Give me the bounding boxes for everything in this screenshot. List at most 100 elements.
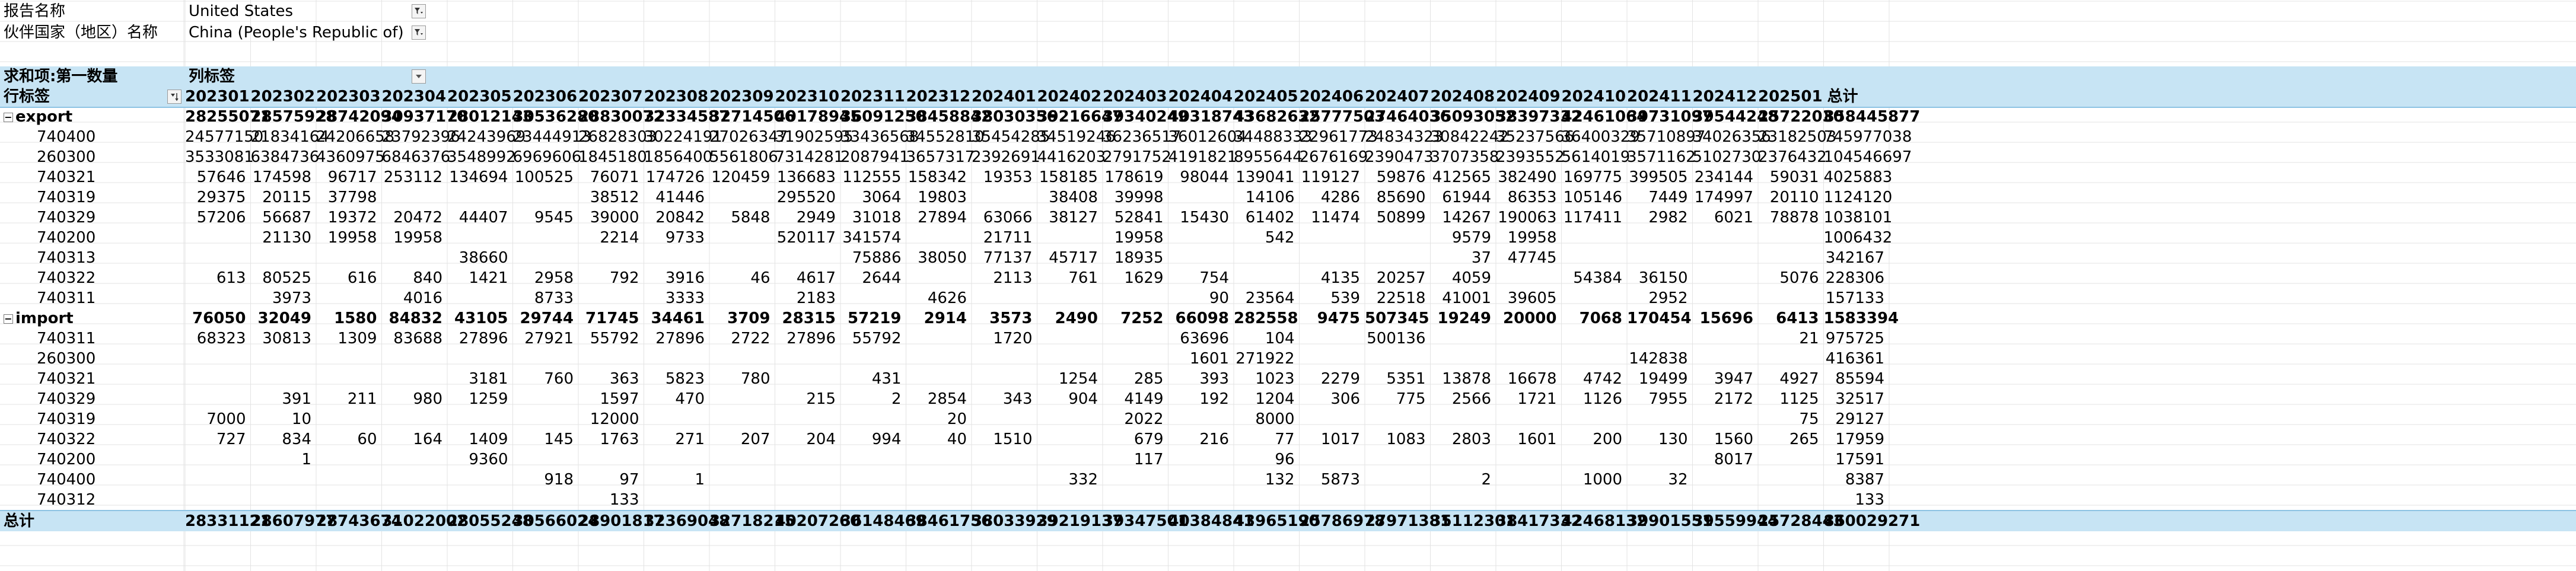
value-cell[interactable]: 38461756 bbox=[906, 512, 992, 530]
value-cell[interactable] bbox=[513, 490, 579, 510]
value-cell[interactable]: 3973 bbox=[272, 289, 311, 307]
value-cell[interactable] bbox=[382, 449, 448, 470]
value-cell[interactable]: 6969606 bbox=[512, 148, 582, 166]
value-cell[interactable]: 96 bbox=[1275, 451, 1295, 468]
value-cell[interactable]: 60 bbox=[357, 430, 377, 448]
value-cell[interactable]: 834 bbox=[282, 430, 311, 448]
value-cell[interactable] bbox=[1693, 328, 1759, 349]
value-cell[interactable] bbox=[1496, 268, 1562, 288]
value-cell[interactable]: 332 bbox=[1068, 471, 1098, 489]
value-cell[interactable]: 3707358 bbox=[1430, 148, 1499, 166]
value-cell[interactable] bbox=[644, 449, 710, 470]
value-cell[interactable]: 3333 bbox=[665, 289, 705, 307]
value-cell[interactable]: 47745 bbox=[1507, 249, 1557, 267]
row-label-cell[interactable]: 740322 bbox=[0, 268, 184, 288]
value-cell[interactable]: 27464036 bbox=[1365, 108, 1451, 126]
value-cell[interactable] bbox=[1234, 248, 1300, 268]
value-cell[interactable]: 4360975 bbox=[316, 148, 385, 166]
value-cell[interactable]: 1721 bbox=[1517, 390, 1557, 408]
value-cell[interactable]: 19958 bbox=[393, 229, 442, 247]
value-cell[interactable] bbox=[972, 369, 1037, 389]
value-cell[interactable]: 4016 bbox=[403, 289, 442, 307]
value-cell[interactable]: 1560 bbox=[1714, 430, 1753, 448]
value-cell[interactable]: 8955644 bbox=[1234, 148, 1303, 166]
value-cell[interactable] bbox=[1365, 490, 1431, 510]
value-cell[interactable]: 20110 bbox=[1769, 189, 1819, 206]
value-cell[interactable]: 40207260 bbox=[775, 512, 861, 530]
value-cell[interactable] bbox=[1431, 328, 1496, 349]
value-cell[interactable] bbox=[1627, 409, 1693, 429]
row-label-cell[interactable]: 740312 bbox=[0, 490, 184, 510]
value-cell[interactable] bbox=[1168, 470, 1234, 490]
value-cell[interactable] bbox=[1234, 490, 1300, 510]
value-cell[interactable]: 38408 bbox=[1049, 189, 1098, 206]
value-cell[interactable]: 40 bbox=[947, 430, 967, 448]
value-cell[interactable]: 119127 bbox=[1301, 168, 1360, 186]
value-cell[interactable] bbox=[1300, 328, 1365, 349]
value-cell[interactable]: 55792 bbox=[852, 330, 902, 347]
value-cell[interactable] bbox=[185, 389, 251, 409]
value-cell[interactable] bbox=[1758, 228, 1824, 248]
value-cell[interactable] bbox=[1037, 429, 1103, 449]
value-cell[interactable]: 2722 bbox=[731, 330, 770, 347]
value-cell[interactable]: 32 bbox=[1668, 471, 1688, 489]
value-cell[interactable] bbox=[316, 349, 382, 369]
row-total-cell[interactable]: 745977038 bbox=[1823, 128, 1912, 146]
value-cell[interactable]: 3571162 bbox=[1627, 148, 1696, 166]
value-cell[interactable]: 130 bbox=[1658, 430, 1688, 448]
value-cell[interactable] bbox=[644, 248, 710, 268]
value-cell[interactable] bbox=[1300, 490, 1365, 510]
value-cell[interactable]: 158185 bbox=[1039, 168, 1098, 186]
value-cell[interactable] bbox=[709, 248, 775, 268]
value-cell[interactable] bbox=[251, 369, 317, 389]
value-cell[interactable] bbox=[447, 490, 513, 510]
value-cell[interactable]: 39216647 bbox=[1037, 108, 1123, 126]
value-cell[interactable]: 83688 bbox=[393, 330, 442, 347]
value-cell[interactable]: 4416203 bbox=[1037, 148, 1106, 166]
value-cell[interactable]: 27896 bbox=[787, 330, 836, 347]
value-cell[interactable]: 7068 bbox=[1579, 310, 1622, 327]
value-cell[interactable] bbox=[644, 349, 710, 369]
value-cell[interactable]: 9360 bbox=[469, 451, 508, 468]
value-cell[interactable]: 271 bbox=[675, 430, 705, 448]
value-cell[interactable] bbox=[1693, 228, 1759, 248]
value-cell[interactable]: 27921 bbox=[524, 330, 574, 347]
value-cell[interactable]: 38050 bbox=[918, 249, 967, 267]
value-cell[interactable]: 25786978 bbox=[1299, 512, 1386, 530]
value-cell[interactable] bbox=[1562, 409, 1628, 429]
value-cell[interactable] bbox=[775, 470, 841, 490]
row-label-cell[interactable]: 总计 bbox=[0, 511, 184, 531]
value-cell[interactable]: 918 bbox=[544, 471, 574, 489]
row-total-cell[interactable]: 342167 bbox=[1825, 249, 1884, 267]
value-cell[interactable] bbox=[1300, 449, 1365, 470]
value-cell[interactable]: 3709 bbox=[727, 310, 770, 327]
value-cell[interactable]: 5561806 bbox=[709, 148, 778, 166]
value-cell[interactable] bbox=[185, 490, 251, 510]
value-cell[interactable] bbox=[316, 248, 382, 268]
value-cell[interactable]: 16678 bbox=[1507, 370, 1557, 388]
value-cell[interactable]: 25777503 bbox=[1299, 108, 1386, 126]
value-cell[interactable] bbox=[251, 490, 317, 510]
value-cell[interactable]: 679 bbox=[1133, 430, 1164, 448]
value-cell[interactable]: 1629 bbox=[1124, 269, 1164, 287]
value-cell[interactable]: 28830072 bbox=[578, 108, 664, 126]
row-total-cell[interactable]: 416361 bbox=[1825, 350, 1884, 368]
value-cell[interactable] bbox=[1103, 328, 1168, 349]
value-cell[interactable]: 9579 bbox=[1451, 229, 1491, 247]
value-cell[interactable]: 21130 bbox=[262, 229, 311, 247]
value-cell[interactable]: 24206658 bbox=[316, 128, 395, 146]
value-cell[interactable]: 68323 bbox=[196, 330, 246, 347]
value-cell[interactable]: 40178945 bbox=[775, 108, 861, 126]
value-cell[interactable]: 24834323 bbox=[1365, 128, 1444, 146]
value-cell[interactable]: 158342 bbox=[908, 168, 967, 186]
row-total-cell[interactable]: 975725 bbox=[1825, 330, 1884, 347]
value-cell[interactable] bbox=[185, 369, 251, 389]
row-label-cell[interactable]: 740329 bbox=[0, 208, 184, 228]
value-cell[interactable]: 2 bbox=[891, 390, 902, 408]
value-cell[interactable]: 775 bbox=[1396, 390, 1426, 408]
value-cell[interactable]: 29375 bbox=[196, 189, 246, 206]
value-cell[interactable]: 20 bbox=[947, 410, 967, 428]
value-cell[interactable]: 36012604 bbox=[1168, 128, 1247, 146]
value-cell[interactable] bbox=[1562, 248, 1628, 268]
row-label-cell[interactable]: 740313 bbox=[0, 248, 184, 268]
